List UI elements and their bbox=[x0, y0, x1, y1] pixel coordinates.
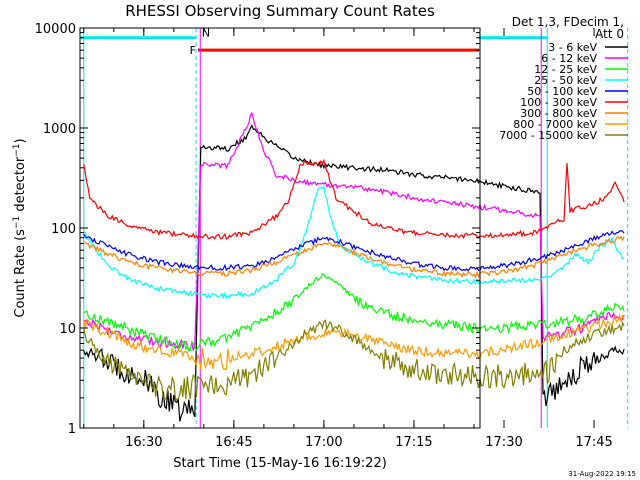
y-axis-ticks: 1 10 100 1000 10000 bbox=[35, 22, 480, 437]
series-line-1 bbox=[83, 111, 625, 352]
y-tick-label: 10 bbox=[59, 322, 76, 337]
flag-label-F: F bbox=[190, 44, 196, 57]
series-line-2 bbox=[83, 272, 625, 352]
y-tick-label: 10000 bbox=[35, 22, 76, 37]
legend-label: 3 - 6 keV bbox=[548, 41, 597, 54]
legend-header-line2: Att 0 bbox=[595, 27, 624, 41]
legend-label: 800 - 7000 keV bbox=[513, 118, 597, 131]
legend-label: 300 - 800 keV bbox=[520, 107, 597, 120]
x-tick-label: 17:15 bbox=[395, 435, 432, 450]
flag-label-N: N bbox=[202, 27, 210, 40]
x-axis-label: Start Time (15-May-16 16:19:22) bbox=[173, 456, 387, 471]
legend-label: 6 - 12 keV bbox=[541, 52, 597, 65]
y-tick-label: 1000 bbox=[43, 122, 76, 137]
legend-label: 50 - 100 keV bbox=[527, 85, 597, 98]
x-tick-label: 16:30 bbox=[125, 435, 162, 450]
legend-label: 25 - 50 keV bbox=[534, 74, 597, 87]
series-line-0 bbox=[83, 124, 625, 422]
y-tick-label: 100 bbox=[51, 222, 76, 237]
series-line-3 bbox=[83, 185, 625, 300]
series-line-5 bbox=[83, 158, 625, 240]
y-axis-label: Count Rate (s−1 detector−1) bbox=[12, 138, 28, 317]
legend-label: 12 - 25 keV bbox=[534, 63, 597, 76]
x-axis-ticks: 16:30 16:45 17:00 17:15 17:30 17:45 bbox=[83, 28, 613, 450]
legend-label: 100 - 300 keV bbox=[520, 96, 597, 109]
timestamp: 31-Aug-2022 19:15 bbox=[568, 470, 636, 478]
series-lines bbox=[83, 111, 625, 422]
legend-label: 7000 - 15000 keV bbox=[499, 129, 597, 142]
x-tick-label: 17:00 bbox=[305, 435, 342, 450]
x-tick-label: 17:30 bbox=[485, 435, 522, 450]
flag-bars: NF bbox=[81, 27, 548, 57]
x-tick-label: 17:45 bbox=[575, 435, 612, 450]
series-line-4 bbox=[83, 229, 625, 272]
x-tick-label: 16:45 bbox=[215, 435, 252, 450]
series-line-8 bbox=[83, 319, 625, 402]
legend-header-line1: Det 1,3, FDecim 1, bbox=[512, 15, 624, 29]
chart-title: RHESSI Observing Summary Count Rates bbox=[125, 2, 435, 20]
y-tick-label: 1 bbox=[68, 422, 76, 437]
series-line-6 bbox=[83, 235, 625, 279]
